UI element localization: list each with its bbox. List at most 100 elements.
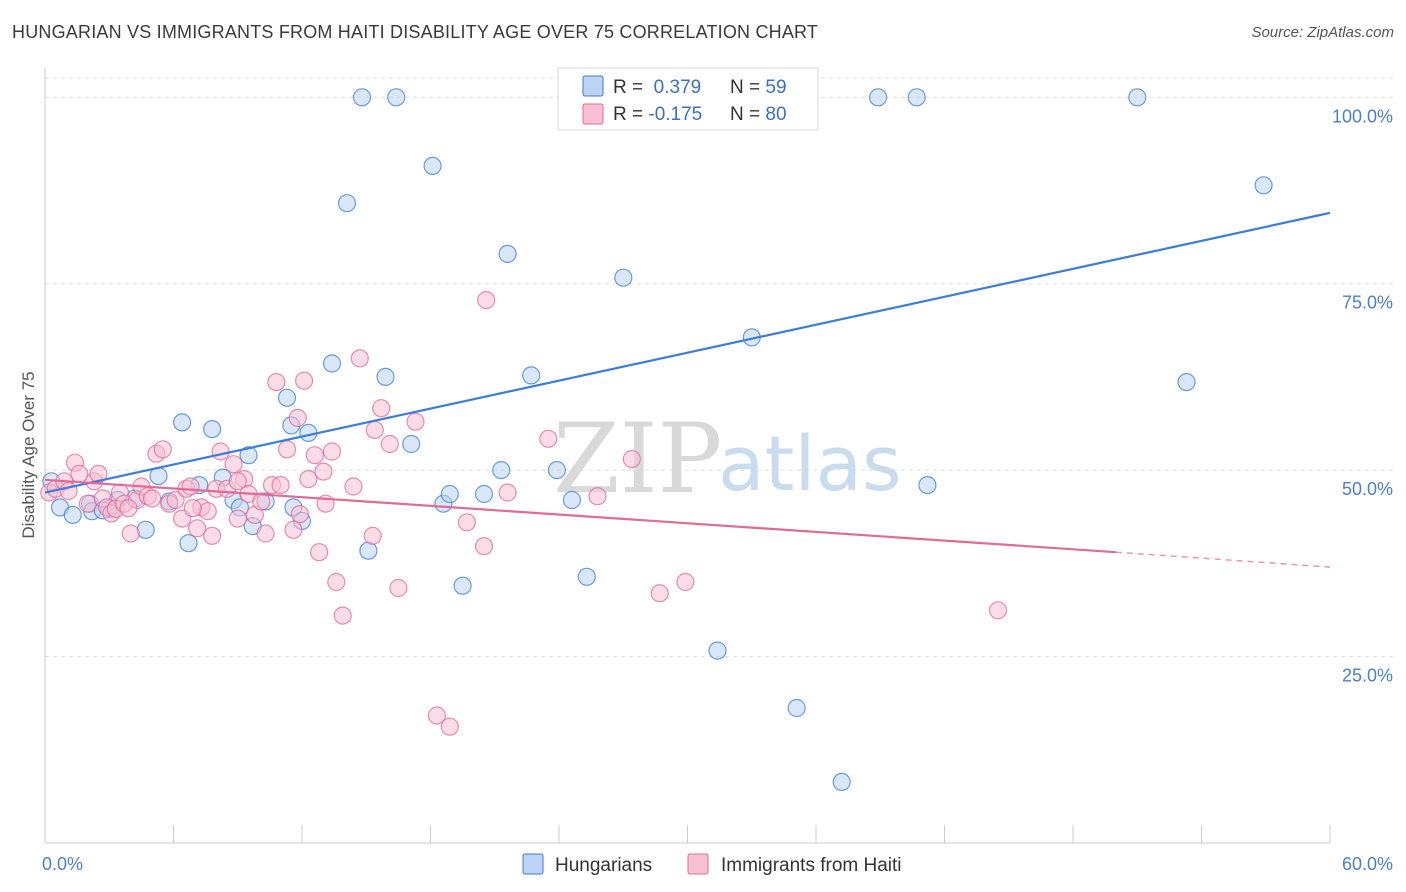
hungarian-point-35: [453, 576, 472, 595]
haiti-point-46: [288, 408, 307, 427]
hungarian-point-55: [1177, 373, 1196, 392]
haiti-point-59: [380, 434, 399, 454]
hungarian-point-37: [492, 461, 511, 480]
haiti-point-67: [498, 483, 517, 502]
haiti-point-21: [153, 440, 172, 459]
hungarian-trend-line: [44, 211, 1331, 494]
y-tick-label-25: 25.0%: [1342, 666, 1393, 686]
haiti-point-74: [119, 499, 138, 518]
haiti-point-48: [299, 470, 318, 489]
haiti-point-19: [143, 489, 162, 508]
hungarian-point-18: [239, 446, 258, 465]
haiti-point-56: [350, 349, 369, 368]
y-tick-labels: 25.0% 50.0% 75.0% 100.0%: [1332, 106, 1393, 685]
haiti-point-47: [295, 371, 314, 390]
haiti-point-62: [427, 706, 446, 725]
haiti-trend-extension: [1115, 551, 1331, 568]
hungarian-point-42: [577, 567, 596, 586]
legend-n-value-0: 59: [765, 77, 786, 98]
axes: [44, 68, 1331, 844]
watermark-atlas: atlas: [718, 419, 902, 508]
legend-r-label-1: R =: [613, 104, 648, 125]
legend-n-label-1: N =: [730, 104, 765, 125]
haiti-point-57: [363, 526, 382, 545]
legend-n-label-0: N =: [730, 77, 765, 98]
haiti-point-71: [650, 584, 669, 603]
haiti-point-66: [477, 291, 496, 310]
haiti-point-79: [365, 420, 384, 439]
x-tick-min: 0.0%: [42, 854, 83, 874]
hungarian-point-20: [277, 388, 297, 407]
chart-title: HUNGARIAN VS IMMIGRANTS FROM HAITI DISAB…: [12, 22, 819, 42]
haiti-point-15: [121, 524, 140, 543]
haiti-point-69: [588, 487, 607, 506]
bottom-legend-hungarians: Hungarians: [555, 855, 652, 876]
legend-r-label-0: R =: [613, 77, 648, 98]
haiti-point-72: [676, 572, 695, 592]
haiti-point-27: [188, 519, 207, 538]
haiti-point-39: [252, 492, 271, 511]
hungarian-point-29: [387, 88, 406, 107]
hungarian-point-47: [708, 641, 727, 660]
x-tick-max: 60.0%: [1342, 854, 1393, 874]
haiti-point-64: [457, 513, 476, 532]
haiti-point-75: [183, 499, 202, 518]
haiti-point-5: [70, 464, 89, 483]
haiti-point-34: [224, 455, 243, 474]
svg-text:N = 59: N = 59: [730, 77, 787, 98]
haiti-point-42: [267, 373, 286, 392]
haiti-point-76: [228, 472, 247, 491]
hungarian-point-27: [352, 88, 372, 107]
hungarian-point-12: [179, 534, 198, 553]
hungarian-point-53: [918, 476, 937, 495]
x-tick-labels: 0.0% 60.0%: [42, 854, 1393, 874]
hungarian-point-54: [1128, 88, 1147, 107]
legend-box: R = 0.379 N = 59 R = -0.175 N = 80: [557, 67, 819, 131]
haiti-point-54: [333, 606, 352, 625]
haiti-point-29: [198, 502, 217, 521]
haiti-point-63: [440, 717, 459, 736]
bottom-legend-swatch-haiti: [687, 853, 709, 875]
haiti-point-58: [372, 399, 391, 418]
legend-r-value-1: -0.175: [648, 104, 702, 125]
haiti-point-60: [389, 578, 408, 598]
hungarian-point-44: [614, 268, 633, 287]
hungarian-point-25: [322, 354, 342, 373]
hungarian-point-41: [562, 490, 582, 510]
legend-n-value-1: 80: [765, 104, 786, 125]
haiti-point-45: [284, 520, 303, 539]
haiti-point-40: [256, 524, 275, 543]
y-tick-label-75: 75.0%: [1342, 293, 1393, 313]
svg-text:N = 80: N = 80: [730, 104, 787, 125]
svg-text:R = 0.379: R = 0.379: [613, 77, 701, 98]
haiti-point-68: [539, 429, 558, 448]
hungarian-point-28: [359, 541, 378, 560]
hungarian-point-52: [907, 88, 926, 107]
hungarian-point-32: [423, 156, 442, 175]
legend-swatch-hungarians: [582, 75, 604, 97]
hungarian-point-34: [440, 484, 459, 504]
hungarian-point-49: [787, 698, 806, 718]
haiti-point-23: [166, 490, 185, 510]
haiti-point-26: [181, 477, 200, 496]
y-axis-label: Disability Age Over 75: [19, 371, 38, 538]
haiti-point-70: [622, 449, 641, 469]
haiti-point-43: [271, 476, 290, 495]
haiti-point-53: [327, 572, 346, 592]
haiti-point-44: [277, 440, 297, 459]
y-tick-label-50: 50.0%: [1342, 479, 1393, 499]
haiti-trend-line: [44, 478, 1116, 554]
haiti-point-61: [406, 412, 425, 431]
legend-r-value-0: 0.379: [648, 77, 701, 98]
hungarian-point-39: [522, 366, 541, 385]
series-haiti: [40, 291, 1008, 736]
haiti-point-77: [290, 504, 309, 524]
hungarian-point-40: [547, 461, 567, 480]
haiti-point-52: [322, 442, 342, 461]
bottom-legend-haiti: Immigrants from Haiti: [721, 855, 902, 876]
trend-lines: [44, 211, 1331, 568]
hungarian-point-8: [136, 520, 155, 539]
source-label: Source: ZipAtlas.com: [1251, 24, 1394, 41]
hungarian-point-14: [203, 420, 222, 439]
